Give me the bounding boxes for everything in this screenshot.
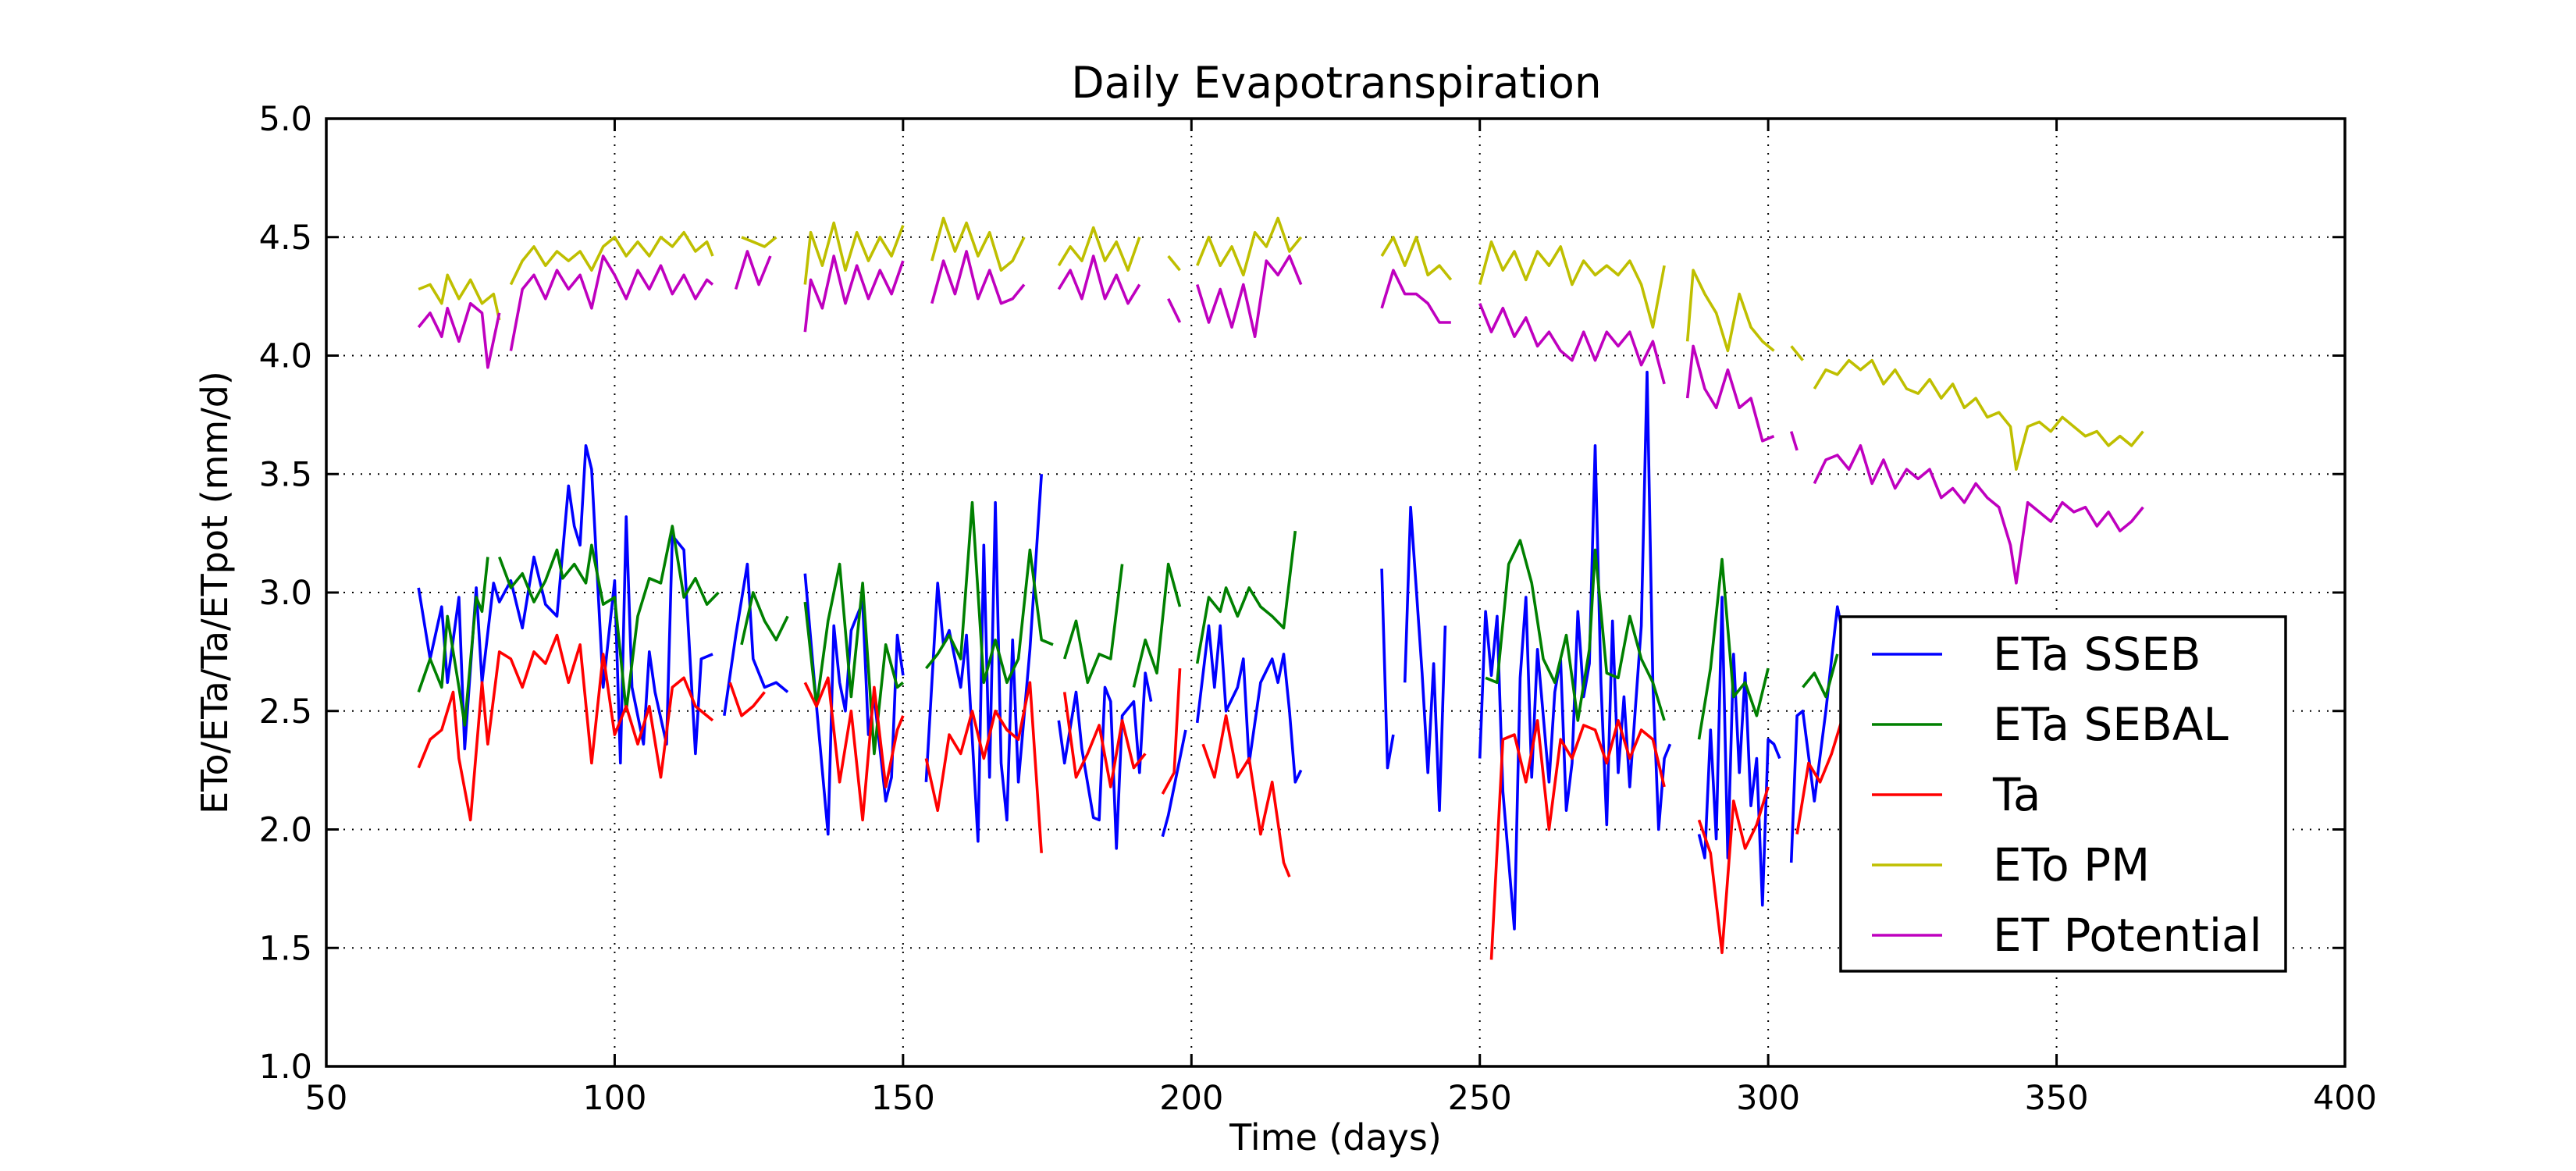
series-line-ta [1201,714,1291,877]
series-line-ta [924,681,1043,853]
x-tick-label: 200 [1159,1079,1223,1118]
y-tick-label: 2.0 [259,811,312,850]
series-line-eto-pm [1790,345,1804,361]
legend-item-eto-pm: ETo PM [1872,838,2150,892]
series-line-eto-pm [509,230,714,286]
series-line-et-potential [417,301,501,369]
series-line-ta [1062,692,1147,788]
legend-item-ta: Ta [1872,768,2041,821]
y-axis-label: ETo/ETa/Ta/ETpot (mm/d) [194,371,236,814]
series-line-eto-pm [418,273,501,321]
series-line-et-potential [1380,269,1451,324]
legend-item-et-potential: ET Potential [1872,909,2262,962]
x-tick-label: 50 [305,1079,348,1118]
series-line-eta-sebal [740,591,789,646]
series-line-et-potential [1478,303,1666,385]
series-line-ta [728,682,766,717]
series-line-eto-pm [741,236,777,248]
series-line-ta [1161,668,1182,795]
series-line-et-potential [1789,431,1799,451]
series-line-eta-sebal [417,557,489,727]
series-line-eta-sebal [925,500,1054,685]
y-tick-label: 1.5 [259,929,312,968]
series-line-et-potential [734,250,772,290]
series-line-eto-pm [1813,358,2144,472]
x-tick-label: 250 [1448,1079,1512,1118]
series-ta [417,633,1845,960]
series-line-eta-sebal [1132,562,1182,688]
series-eta-sebal [417,500,1839,756]
legend-label: ETa SEBAL [1993,698,2229,751]
y-tick-label: 1.0 [259,1048,312,1087]
x-tick-label: 100 [582,1079,646,1118]
series-line-eta-sebal [498,525,720,713]
series-line-et-potential [803,254,905,333]
chart-title: Daily Evapotranspiration [1071,58,1601,108]
x-tick-label: 400 [2313,1079,2377,1118]
series-line-eta-sebal [803,562,905,756]
x-tick-label: 350 [2025,1079,2089,1118]
series-line-eta-sebal [1195,530,1297,664]
series-eto-pm [418,216,2144,472]
x-tick-label: 150 [871,1079,935,1118]
y-tick-label: 3.0 [259,574,312,613]
y-tick-label: 3.5 [259,455,312,494]
series-line-et-potential [1685,344,1775,443]
series-line-eta-sseb [723,562,789,717]
series-line-et-potential [1167,297,1182,323]
series-line-eto-pm [803,221,905,285]
y-tick-label: 4.5 [259,219,312,258]
series-et-potential [417,250,2144,585]
series-line-ta [417,633,714,822]
series-line-eto-pm [1380,235,1453,281]
series-lines [417,216,2144,960]
y-tick-label: 5.0 [259,100,312,139]
series-line-et-potential [1195,254,1303,339]
series-line-et-potential [509,254,714,351]
legend-label: ETo PM [1993,838,2150,892]
legend-label: ET Potential [1993,909,2262,962]
series-line-eta-sebal [1485,539,1666,722]
series-line-ta [1795,715,1845,835]
y-tick-label: 2.5 [259,692,312,731]
y-tick-label: 4.0 [259,337,312,376]
series-line-et-potential [1813,443,2144,585]
series-line-eto-pm [1478,240,1666,329]
x-axis-label: Time (days) [1229,1116,1442,1159]
legend-label: Ta [1992,768,2041,821]
series-line-eto-pm [1167,254,1181,272]
series-line-ta [1697,786,1770,955]
series-line-eta-sseb [1161,729,1187,838]
series-line-ta [803,676,905,822]
series-line-eta-sebal [1697,557,1770,740]
series-line-ta [1489,719,1666,960]
series-line-eta-sseb [1478,370,1672,931]
legend-item-eta-sseb: ETa SSEB [1872,628,2201,681]
series-line-eta-sseb [1380,568,1395,770]
series-line-eto-pm [1057,226,1141,272]
series-line-eta-sseb [803,573,905,836]
series-line-eta-sebal [1062,564,1124,685]
series-line-eto-pm [930,216,1026,272]
ticks: 50 100 150 200 250 300 350 400 1.0 1.5 2.0 2.5 3.0 3.… [259,100,2377,1118]
legend-item-eta-sebal: ETa SEBAL [1872,698,2229,751]
series-line-eta-sseb [1403,505,1447,812]
series-line-eto-pm [1196,216,1303,277]
series-line-eta-sebal [1802,653,1839,699]
legend-label: ETa SSEB [1993,628,2201,681]
x-tick-label: 300 [1736,1079,1800,1118]
series-line-et-potential [1057,254,1141,305]
legend: ETa SSEB ETa SEBAL Ta ETo PM ET Potential [1839,615,2287,973]
series-line-eto-pm [1685,269,1775,353]
series-line-et-potential [930,250,1026,305]
